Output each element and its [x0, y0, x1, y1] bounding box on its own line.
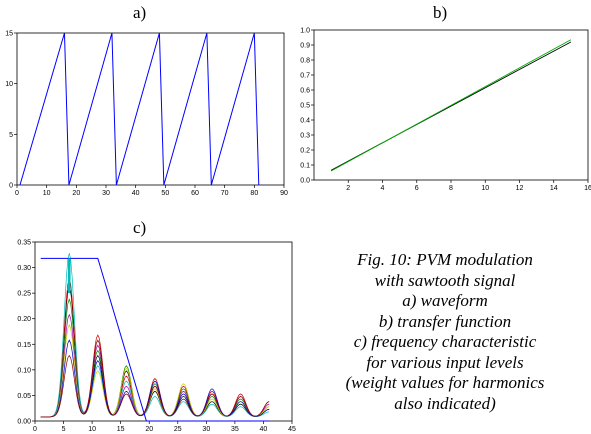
y-tick-label-c: 0.05	[17, 393, 31, 400]
x-tick-label-a: 30	[102, 190, 110, 197]
caption-line: c) frequency characteristic	[353, 332, 537, 351]
y-tick-label-b: 0.0	[300, 178, 310, 185]
y-tick-label-c: 0.20	[17, 316, 31, 323]
x-tick-label-b: 10	[481, 185, 489, 192]
x-tick-label-a: 50	[161, 190, 169, 197]
x-tick-label-b: 2	[346, 185, 350, 192]
y-tick-label-a: 10	[5, 81, 13, 88]
y-tick-label-c: 0.35	[17, 240, 31, 247]
y-tick-label-b: 0.3	[300, 133, 310, 140]
x-tick-label-a: 60	[191, 190, 199, 197]
x-tick-label-b: 6	[415, 185, 419, 192]
y-tick-label-a: 5	[9, 132, 13, 139]
caption-line: Fig. 10: PVM modulation	[357, 250, 533, 269]
y-tick-label-b: 0.1	[300, 163, 310, 170]
y-tick-label-c: 0.00	[17, 419, 31, 426]
y-tick-label-b: 0.8	[300, 58, 310, 65]
panel-label-a: a)	[133, 3, 147, 22]
y-tick-label-b: 0.2	[300, 148, 310, 155]
x-tick-label-a: 10	[43, 190, 51, 197]
y-tick-label-c: 0.25	[17, 291, 31, 298]
y-tick-label-b: 0.7	[300, 73, 310, 80]
series-line-b-1	[330, 39, 572, 172]
x-tick-label-c: 5	[62, 426, 66, 433]
y-tick-label-b: 0.5	[300, 103, 310, 110]
peak-series-c-6	[40, 339, 270, 418]
x-tick-label-a: 0	[15, 190, 19, 197]
x-tick-label-a: 70	[221, 190, 229, 197]
peak-series-c-3	[40, 253, 270, 418]
x-tick-label-b: 12	[516, 185, 524, 192]
peak-series-c-7	[40, 339, 270, 418]
caption-line: (weight values for harmonics	[345, 373, 545, 392]
x-tick-label-b: 16	[584, 185, 591, 192]
x-tick-label-b: 8	[449, 185, 453, 192]
x-tick-label-b: 14	[550, 185, 558, 192]
y-tick-label-c: 0.15	[17, 342, 31, 349]
x-tick-label-c: 0	[33, 426, 37, 433]
x-tick-label-c: 15	[117, 426, 125, 433]
y-tick-label-c: 0.30	[17, 265, 31, 272]
x-tick-label-c: 45	[288, 426, 296, 433]
y-tick-label-a: 15	[5, 31, 13, 38]
x-tick-label-c: 10	[88, 426, 96, 433]
x-tick-label-b: 4	[381, 185, 385, 192]
y-tick-label-b: 0.6	[300, 88, 310, 95]
caption-line: for various input levels	[366, 352, 524, 372]
figure-caption: Fig. 10: PVM modulation with sawtooth si…	[300, 250, 590, 414]
y-tick-label-b: 0.9	[300, 43, 310, 50]
caption-line: with sawtooth signal	[374, 270, 516, 290]
series-line-a	[19, 32, 260, 186]
y-tick-label-b: 0.4	[300, 118, 310, 125]
plot-frame-a	[16, 32, 285, 186]
caption-line: a) waveform	[402, 291, 488, 310]
y-tick-label-b: 1.0	[300, 28, 310, 35]
y-tick-label-c: 0.10	[17, 367, 31, 374]
x-tick-label-c: 30	[202, 426, 210, 433]
caption-line: also indicated)	[394, 393, 496, 413]
x-tick-label-a: 90	[280, 190, 288, 197]
x-tick-label-c: 35	[231, 426, 239, 433]
x-tick-label-a: 80	[250, 190, 258, 197]
x-tick-label-c: 25	[174, 426, 182, 433]
caption-line: b) transfer function	[378, 311, 512, 331]
panel-label-b: b)	[433, 3, 448, 22]
x-tick-label-c: 40	[260, 426, 268, 433]
x-tick-label-a: 20	[72, 190, 80, 197]
panel-label-c: c)	[133, 218, 147, 237]
y-tick-label-a: 0	[9, 183, 13, 190]
x-tick-label-c: 20	[145, 426, 153, 433]
x-tick-label-a: 40	[132, 190, 140, 197]
